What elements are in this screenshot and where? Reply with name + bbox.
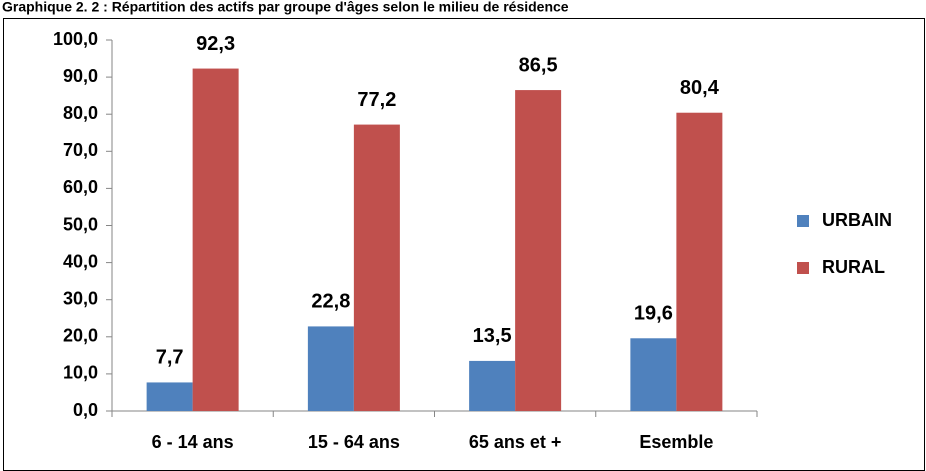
y-tick-label: 50,0 — [63, 214, 98, 234]
bar — [630, 338, 677, 411]
x-tick-label: Esemble — [639, 432, 713, 452]
y-tick-label: 10,0 — [63, 363, 98, 383]
x-tick-label: 65 ans et + — [469, 432, 562, 452]
value-label: 7,7 — [156, 347, 184, 369]
legend-swatch — [797, 215, 809, 227]
y-tick-label: 40,0 — [63, 251, 98, 271]
x-tick-label: 6 - 14 ans — [152, 432, 234, 452]
bar — [515, 90, 562, 412]
value-label: 86,5 — [519, 54, 558, 76]
bar — [146, 382, 193, 411]
y-tick-label: 100,0 — [53, 29, 98, 49]
value-label: 19,6 — [634, 303, 673, 325]
value-label: 77,2 — [357, 89, 396, 111]
bar — [353, 124, 400, 411]
y-tick-label: 60,0 — [63, 177, 98, 197]
bar — [192, 68, 239, 411]
chart-frame — [3, 18, 925, 471]
value-label: 92,3 — [196, 33, 235, 55]
bar — [469, 360, 516, 411]
y-tick-label: 30,0 — [63, 288, 98, 308]
y-tick-label: 80,0 — [63, 103, 98, 123]
value-label: 22,8 — [311, 291, 350, 313]
legend-swatch — [797, 262, 809, 274]
legend-label: RURAL — [822, 257, 885, 277]
value-label: 13,5 — [473, 325, 512, 347]
y-tick-label: 90,0 — [63, 66, 98, 86]
y-tick-label: 0,0 — [73, 400, 98, 420]
chart-title: Graphique 2. 2 : Répartition des actifs … — [2, 0, 569, 15]
bar — [307, 326, 354, 411]
bar — [676, 112, 723, 411]
legend-label: URBAIN — [822, 210, 892, 230]
y-tick-label: 70,0 — [63, 140, 98, 160]
y-tick-label: 20,0 — [63, 326, 98, 346]
value-label: 80,4 — [680, 77, 720, 99]
x-tick-label: 15 - 64 ans — [308, 432, 400, 452]
